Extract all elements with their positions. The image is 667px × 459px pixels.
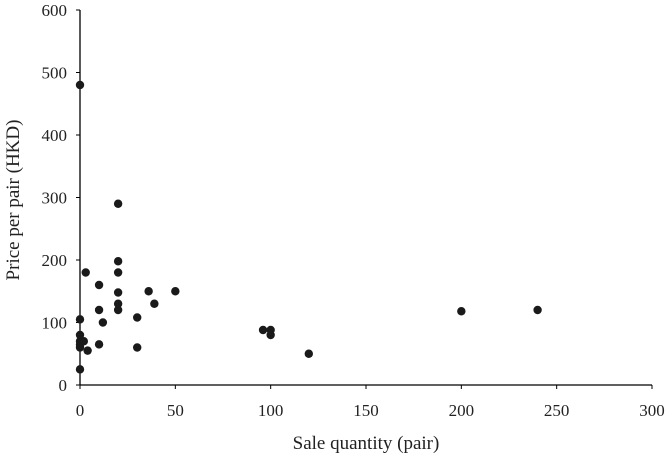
data-point xyxy=(113,299,123,308)
data-point xyxy=(98,318,108,327)
data-point xyxy=(457,307,466,316)
data-point xyxy=(113,305,123,315)
x-tick-label: 100 xyxy=(258,401,284,420)
data-point xyxy=(75,343,85,352)
y-tick-label: 500 xyxy=(42,64,68,83)
data-point xyxy=(75,365,85,374)
y-tick-label: 100 xyxy=(42,314,68,333)
y-tick-label: 400 xyxy=(42,126,68,145)
data-point xyxy=(113,288,123,297)
data-point xyxy=(113,257,123,266)
x-axis: 0 50 100 150 200 250 300 xyxy=(76,384,665,420)
data-point xyxy=(150,299,159,308)
data-point xyxy=(171,287,180,296)
data-points xyxy=(75,80,542,374)
data-point xyxy=(75,330,85,340)
y-tick-label: 300 xyxy=(42,189,68,208)
y-axis: 0 100 200 300 400 500 600 xyxy=(42,1,81,395)
y-tick-label: 200 xyxy=(42,251,68,270)
x-tick-label: 250 xyxy=(544,401,570,420)
x-tick-label: 50 xyxy=(167,401,184,420)
data-point xyxy=(133,343,142,352)
data-point xyxy=(266,330,275,340)
y-tick-label: 0 xyxy=(59,376,68,395)
data-point xyxy=(144,287,153,296)
data-point xyxy=(94,305,104,315)
y-tick-label: 600 xyxy=(42,1,68,20)
data-point xyxy=(113,199,123,208)
data-point xyxy=(79,337,89,346)
x-axis-title: Sale quantity (pair) xyxy=(293,433,440,454)
x-tick-label: 150 xyxy=(353,401,379,420)
data-point xyxy=(83,346,92,355)
data-point xyxy=(258,325,268,335)
x-tick-label: 0 xyxy=(76,401,85,420)
y-axis-title: Price per pair (HKD) xyxy=(3,120,24,281)
data-point xyxy=(94,280,104,290)
data-point xyxy=(94,340,104,349)
data-point xyxy=(304,349,313,358)
data-point xyxy=(75,315,85,324)
x-tick-label: 200 xyxy=(449,401,475,420)
data-point xyxy=(75,80,85,90)
data-point xyxy=(533,305,542,315)
data-point xyxy=(113,268,123,277)
data-point xyxy=(81,268,90,277)
x-tick-label: 300 xyxy=(639,401,665,420)
data-point xyxy=(133,313,142,322)
